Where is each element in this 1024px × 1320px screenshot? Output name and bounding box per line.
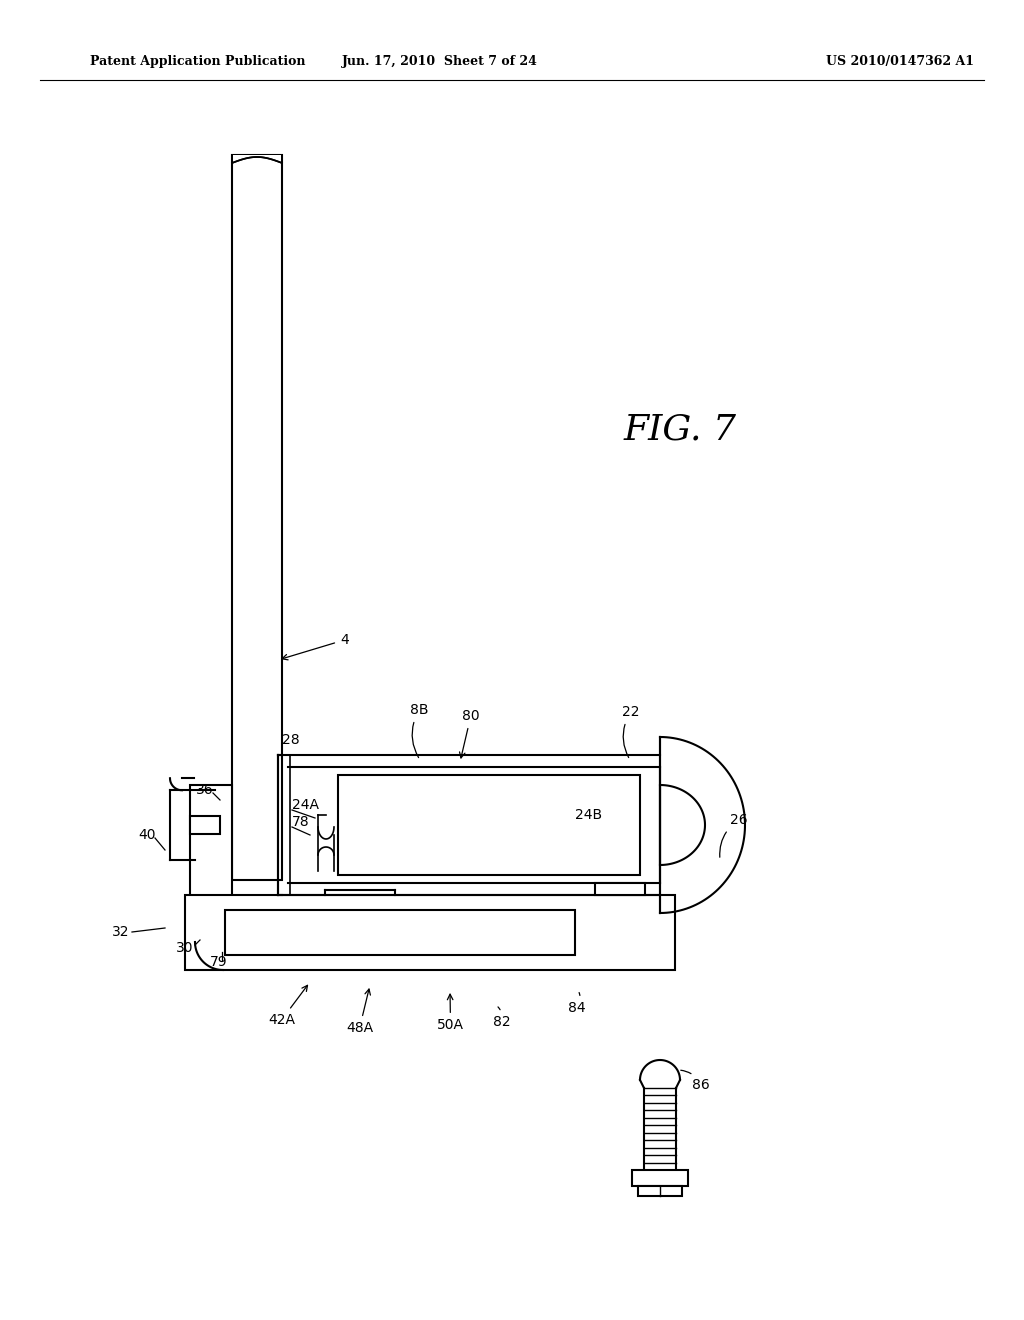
Text: 8B: 8B — [410, 704, 428, 758]
Text: Patent Application Publication: Patent Application Publication — [90, 55, 305, 69]
Bar — [233, 154, 281, 162]
Text: 78: 78 — [292, 814, 309, 829]
Text: 32: 32 — [112, 925, 129, 939]
Text: 26: 26 — [720, 813, 748, 857]
Text: 4: 4 — [282, 634, 349, 660]
Text: US 2010/0147362 A1: US 2010/0147362 A1 — [826, 55, 974, 69]
Text: 79: 79 — [210, 954, 227, 969]
Bar — [595, 883, 645, 895]
Bar — [638, 1185, 682, 1196]
Text: 42A: 42A — [268, 985, 307, 1027]
Text: Jun. 17, 2010  Sheet 7 of 24: Jun. 17, 2010 Sheet 7 of 24 — [342, 55, 538, 69]
Text: 28: 28 — [282, 733, 300, 747]
Bar — [190, 816, 220, 834]
Text: 22: 22 — [622, 705, 640, 758]
Text: 82: 82 — [493, 1007, 511, 1030]
Bar — [632, 1170, 688, 1185]
Text: FIG. 7: FIG. 7 — [624, 413, 736, 447]
Text: 80: 80 — [460, 709, 479, 758]
Text: 40: 40 — [138, 828, 156, 842]
Text: 24B: 24B — [575, 808, 602, 822]
Text: 24A: 24A — [292, 799, 319, 812]
Text: 30: 30 — [176, 941, 194, 954]
Bar — [225, 909, 575, 954]
Bar — [338, 775, 640, 875]
Text: 50A: 50A — [437, 994, 464, 1032]
Text: 36: 36 — [196, 783, 214, 797]
Text: 84: 84 — [568, 993, 586, 1015]
Bar — [190, 785, 232, 900]
Bar — [185, 895, 675, 970]
Text: 86: 86 — [681, 1071, 710, 1092]
Text: 48A: 48A — [346, 989, 373, 1035]
Bar — [232, 154, 282, 880]
